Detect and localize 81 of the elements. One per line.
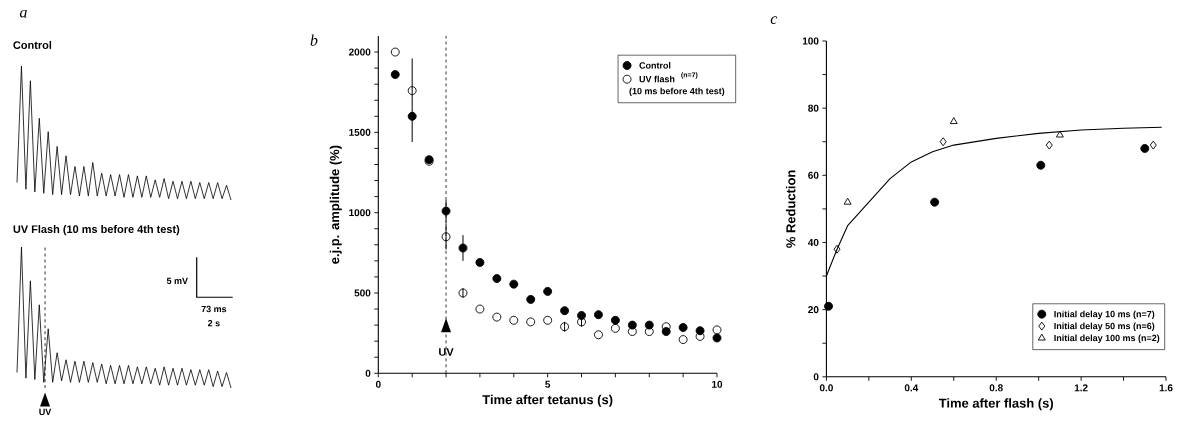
point <box>441 206 451 216</box>
annotation: 2 s <box>207 319 220 327</box>
point <box>644 327 654 336</box>
point <box>560 322 570 332</box>
y-tick-label: 1000 <box>349 209 371 217</box>
point <box>526 317 536 327</box>
point <box>441 232 451 242</box>
x-tick-label: 0.0 <box>819 384 833 392</box>
annotation: 5 mV <box>166 277 188 284</box>
point <box>712 333 722 343</box>
point <box>627 327 637 336</box>
point <box>843 197 852 205</box>
point <box>678 323 688 332</box>
annotation: (10 ms before 4th test) <box>629 87 725 97</box>
point <box>1045 140 1053 150</box>
y-tick-label: 1500 <box>349 128 371 136</box>
point <box>577 317 586 327</box>
ref-line-label: UV <box>439 348 454 356</box>
chart-title: Control <box>13 40 52 49</box>
point <box>1055 130 1064 138</box>
point <box>610 323 620 333</box>
legend-label: Initial delay 10 ms (n=7) <box>1054 310 1155 319</box>
point <box>833 244 841 254</box>
point <box>949 117 958 125</box>
point <box>407 111 417 121</box>
point <box>939 137 947 147</box>
y-tick-label: 60 <box>808 171 819 179</box>
y-tick-label: 20 <box>808 306 819 314</box>
y-tick-label: 0 <box>365 369 371 377</box>
text: c <box>770 16 778 25</box>
text: UV <box>39 408 52 416</box>
point <box>407 86 417 96</box>
point <box>475 258 485 267</box>
y-tick-label: 2000 <box>348 48 371 56</box>
point <box>492 274 502 283</box>
point <box>458 243 468 253</box>
point <box>1140 144 1150 153</box>
point <box>930 197 940 207</box>
y-tick-label: 100 <box>802 37 819 45</box>
legend-label: Initial delay 50 ms (n=6) <box>1054 322 1155 331</box>
point <box>678 335 688 345</box>
x-tick-label: 1.2 <box>1074 384 1088 392</box>
x-tick-label: 5 <box>545 380 551 388</box>
annotation: 73 ms <box>201 305 227 313</box>
x-axis-title: Time after tetanus (s) <box>482 394 613 407</box>
legend-label: Control <box>639 62 671 69</box>
point <box>390 47 400 57</box>
x-tick-label: 10 <box>712 380 723 388</box>
point <box>610 315 620 325</box>
point <box>458 288 468 298</box>
point <box>492 312 502 322</box>
y-tick-label: 80 <box>808 104 819 112</box>
x-tick-label: 0.4 <box>904 384 919 392</box>
legend-label: UV flash <box>639 75 675 83</box>
point <box>509 279 519 289</box>
point <box>594 330 603 340</box>
y-tick-label: 0 <box>813 373 819 381</box>
point <box>1036 160 1046 170</box>
point <box>712 325 722 335</box>
y-axis-title: % Reduction <box>785 170 796 248</box>
point <box>824 301 833 311</box>
x-tick-label: 1.6 <box>1159 384 1173 392</box>
point <box>475 304 485 314</box>
point <box>560 306 570 316</box>
point <box>390 70 400 79</box>
x-tick-label: 0.8 <box>989 384 1003 392</box>
x-tick-label: 0 <box>375 380 381 388</box>
x-axis-title: Time after flash (s) <box>938 398 1054 411</box>
chart-title: UV Flash (10 ms before 4th test) <box>13 224 180 236</box>
text: a <box>19 9 27 18</box>
point <box>526 294 536 304</box>
point <box>509 315 519 325</box>
point <box>543 286 553 296</box>
legend-label: Initial delay 100 ms (n=2) <box>1054 334 1160 343</box>
point <box>594 310 603 320</box>
point <box>543 315 553 325</box>
y-tick-label: 40 <box>807 238 819 246</box>
y-tick-label: 500 <box>354 289 371 297</box>
y-axis-title: e.j.p. amplitude (%) <box>329 145 342 264</box>
text: b <box>310 34 318 46</box>
point <box>1149 140 1157 150</box>
